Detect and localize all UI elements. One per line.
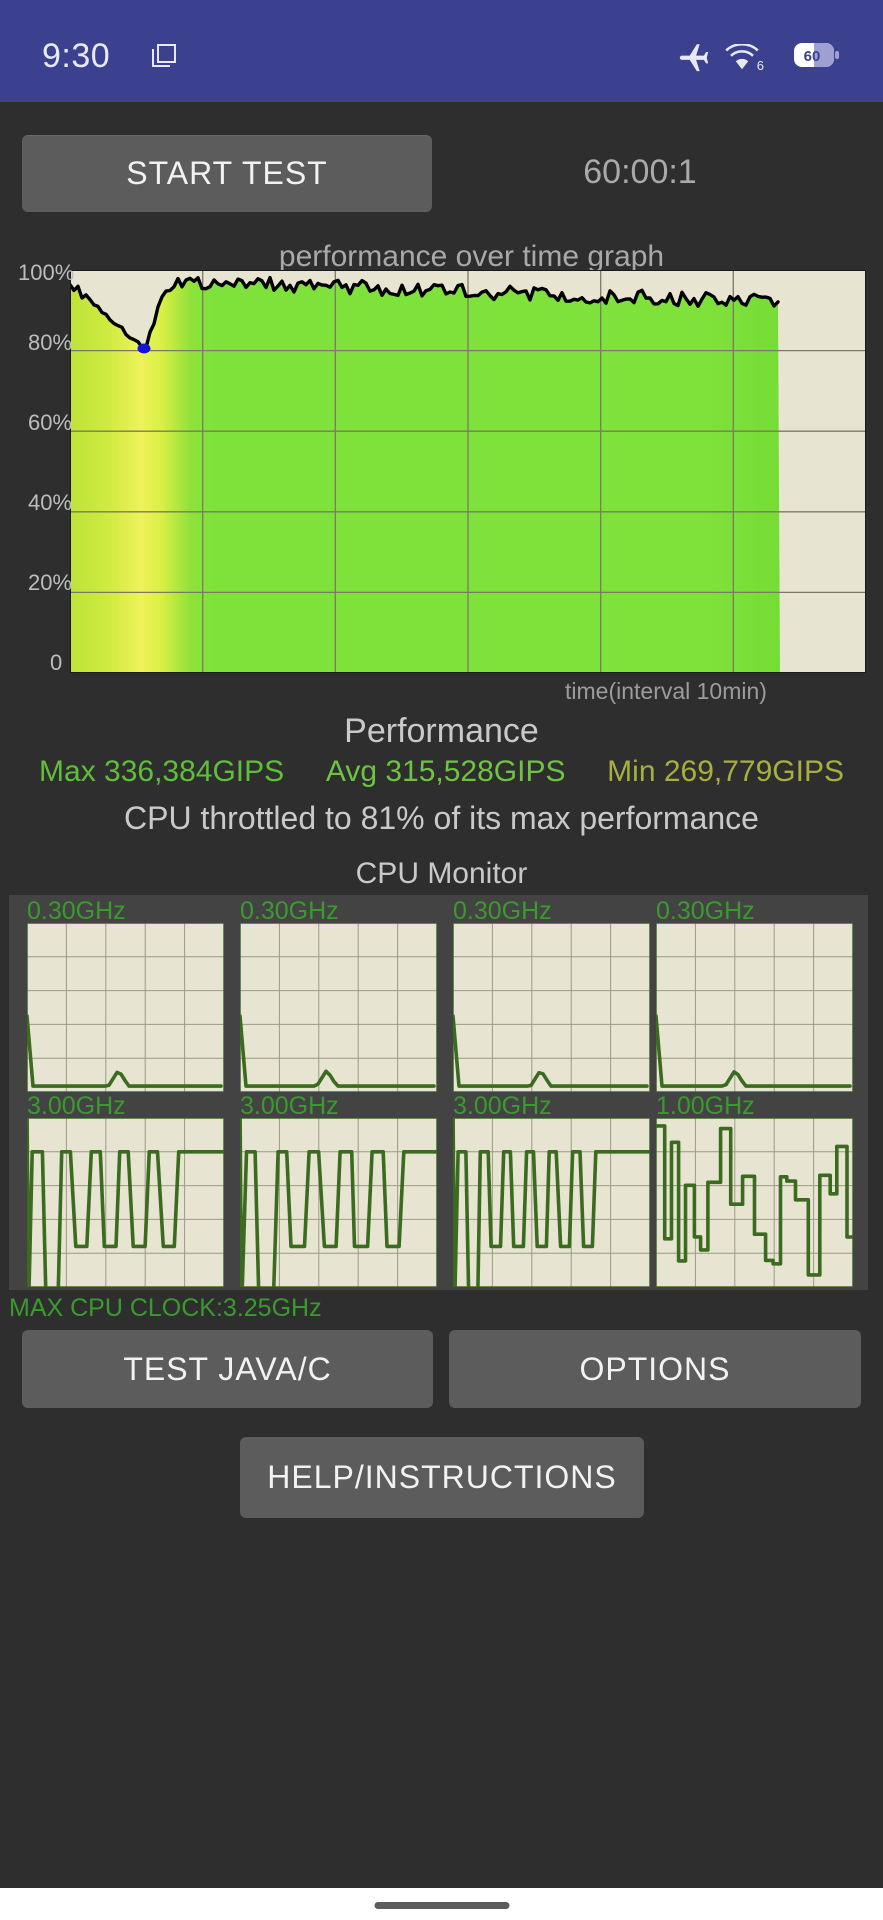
svg-text:60: 60 xyxy=(804,48,821,65)
